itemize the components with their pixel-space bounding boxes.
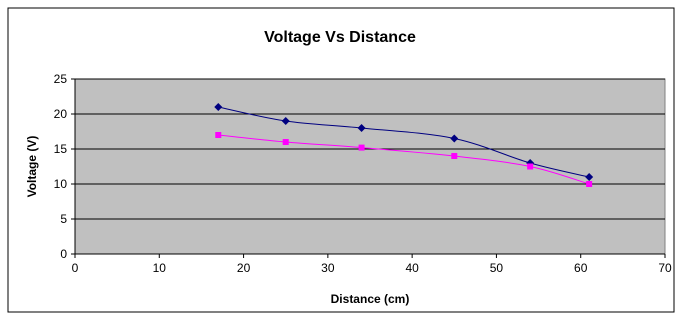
- data-point: [450, 134, 459, 143]
- data-point: [527, 163, 534, 170]
- y-axis-title: Voltage (V): [25, 136, 39, 198]
- data-point: [358, 144, 365, 151]
- x-tick-label: 40: [405, 261, 419, 275]
- y-tick-label: 15: [54, 142, 68, 156]
- series-2: [215, 132, 593, 187]
- series-1: [214, 103, 594, 181]
- data-point: [357, 124, 366, 132]
- x-tick-label: 50: [490, 261, 504, 275]
- x-tick-label: 60: [574, 261, 588, 275]
- x-tick-label: 0: [72, 261, 79, 275]
- data-point: [586, 181, 593, 187]
- x-tick-label: 70: [658, 261, 672, 275]
- data-point: [215, 132, 222, 138]
- tick-labels: 0 5 10 15 20 25 0 10 20 30 40 50 60 70: [54, 72, 672, 275]
- y-tick-label: 0: [60, 247, 67, 261]
- x-axis-title: Distance (cm): [331, 292, 410, 306]
- gridlines: [75, 78, 665, 220]
- data-point: [585, 173, 594, 181]
- y-tick-label: 20: [54, 107, 68, 121]
- plot-area: [74, 78, 666, 255]
- x-tick-label: 30: [321, 261, 335, 275]
- chart-title: Voltage Vs Distance: [264, 29, 416, 46]
- data-point: [214, 103, 223, 111]
- axes: [71, 78, 666, 258]
- data-point: [281, 117, 290, 125]
- x-tick-label: 20: [237, 261, 251, 275]
- series-layer: [214, 103, 594, 187]
- x-tick-label: 10: [153, 261, 167, 275]
- data-point: [282, 139, 289, 145]
- y-tick-label: 25: [54, 72, 68, 86]
- y-tick-label: 10: [54, 177, 68, 191]
- data-point: [451, 153, 458, 159]
- y-tick-label: 5: [60, 212, 67, 226]
